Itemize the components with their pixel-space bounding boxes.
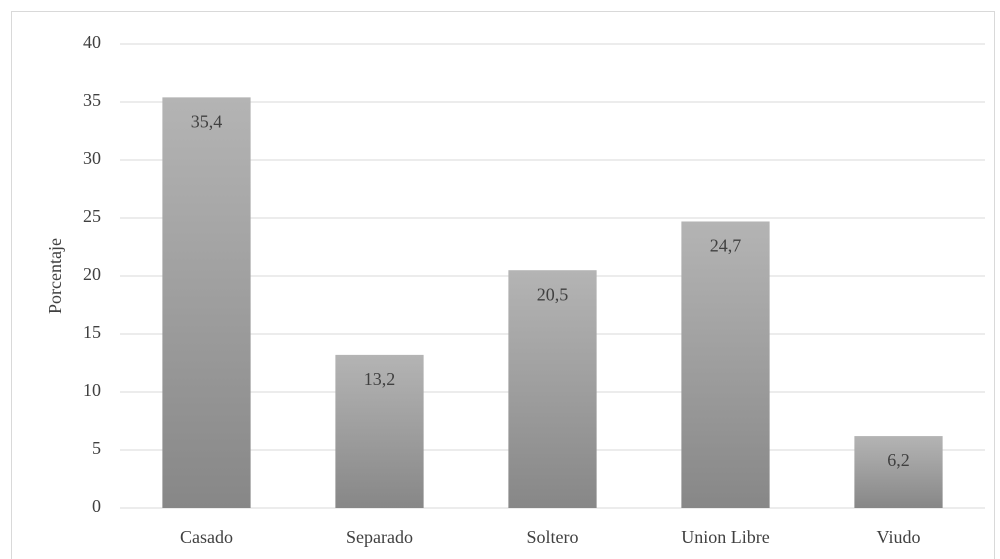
- x-tick-label: Soltero: [527, 527, 579, 547]
- data-label: 24,7: [710, 236, 742, 256]
- data-label: 35,4: [191, 111, 223, 131]
- y-tick-label: 40: [83, 32, 101, 52]
- y-axis-label: Porcentaje: [45, 238, 65, 314]
- y-tick-label: 35: [83, 90, 101, 110]
- bar: [162, 97, 251, 509]
- y-tick-label: 5: [92, 438, 101, 458]
- y-tick-label: 25: [83, 206, 101, 226]
- x-tick-label: Viudo: [877, 527, 921, 547]
- y-tick-label: 0: [92, 496, 101, 516]
- y-tick-label: 30: [83, 148, 101, 168]
- y-tick-label: 20: [83, 264, 101, 284]
- y-tick-label: 15: [83, 322, 101, 342]
- data-label: 20,5: [537, 284, 569, 304]
- bar: [508, 270, 597, 508]
- bar: [335, 354, 424, 508]
- x-tick-label: Casado: [180, 527, 233, 547]
- chart-frame: [11, 11, 995, 559]
- bar: [681, 221, 770, 509]
- bar: [854, 436, 943, 508]
- x-tick-label: Separado: [346, 527, 413, 547]
- y-tick-label: 10: [83, 380, 101, 400]
- x-tick-label: Union Libre: [681, 527, 769, 547]
- data-label: 6,2: [887, 450, 910, 470]
- data-label: 13,2: [364, 369, 396, 389]
